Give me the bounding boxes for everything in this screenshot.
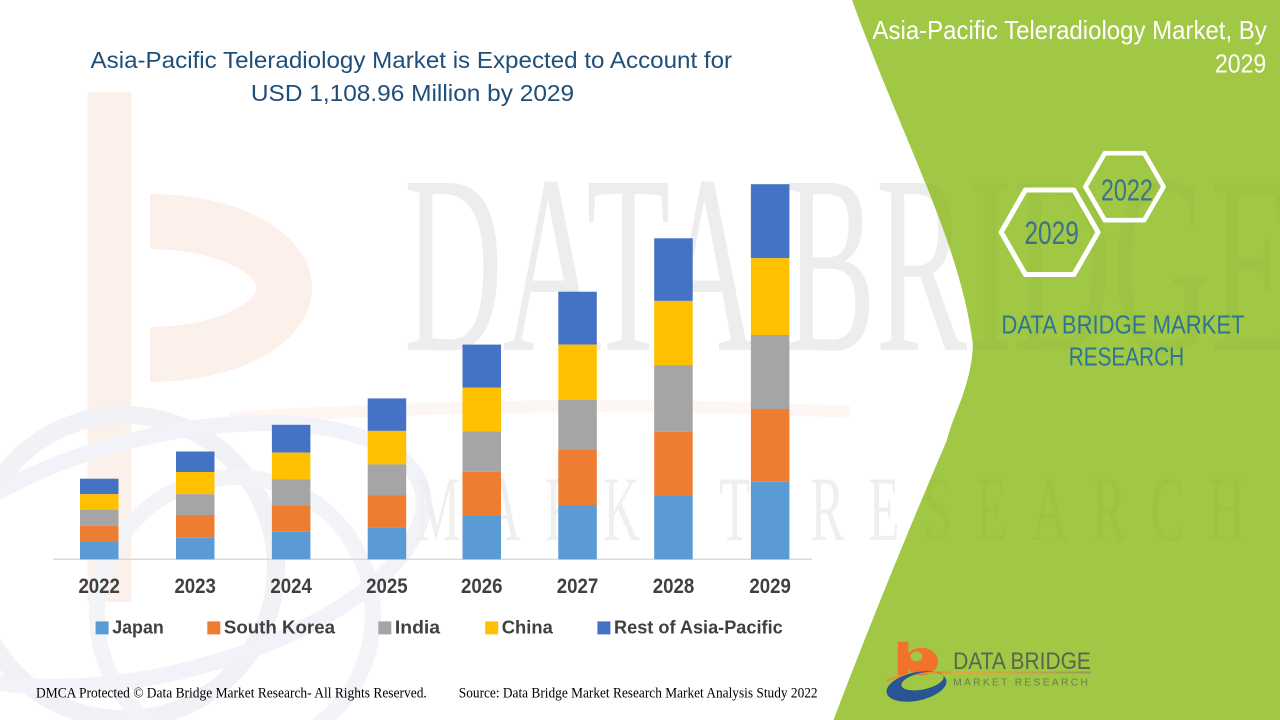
svg-text:Asia-Pacific Teleradiology Mar: Asia-Pacific Teleradiology Market, By bbox=[873, 15, 1267, 45]
svg-text:Japan: Japan bbox=[112, 618, 164, 638]
svg-text:South Korea: South Korea bbox=[224, 618, 336, 638]
svg-text:2029: 2029 bbox=[1024, 215, 1079, 251]
svg-text:RESEARCH: RESEARCH bbox=[1069, 342, 1185, 372]
svg-text:2026: 2026 bbox=[461, 574, 503, 598]
svg-text:DMCA Protected © Data Bridge M: DMCA Protected © Data Bridge Market Rese… bbox=[36, 686, 427, 702]
svg-text:DATA BRIDGE: DATA BRIDGE bbox=[953, 648, 1091, 675]
svg-text:Rest of Asia-Pacific: Rest of Asia-Pacific bbox=[614, 618, 783, 638]
svg-text:MARKET RESEARCH: MARKET RESEARCH bbox=[953, 678, 1091, 689]
svg-text:2027: 2027 bbox=[557, 574, 599, 598]
svg-text:2029: 2029 bbox=[749, 574, 791, 598]
svg-text:India: India bbox=[395, 618, 441, 638]
svg-text:2024: 2024 bbox=[270, 574, 312, 598]
svg-text:2028: 2028 bbox=[653, 574, 695, 598]
svg-text:2029: 2029 bbox=[1215, 48, 1266, 78]
svg-text:MARKET RESEARCH: MARKET RESEARCH bbox=[415, 459, 1245, 561]
svg-text:USD 1,108.96 Million by 2029: USD 1,108.96 Million by 2029 bbox=[251, 80, 574, 106]
svg-text:Asia-Pacific Teleradiology Mar: Asia-Pacific Teleradiology Market is Exp… bbox=[91, 47, 733, 73]
svg-text:DATA BRIDGE MARKET: DATA BRIDGE MARKET bbox=[1001, 309, 1244, 339]
svg-text:China: China bbox=[502, 618, 554, 638]
svg-text:Source: Data Bridge Market Res: Source: Data Bridge Market Research Mark… bbox=[459, 686, 818, 702]
svg-text:2022: 2022 bbox=[78, 574, 120, 598]
svg-text:2023: 2023 bbox=[174, 574, 216, 598]
svg-text:2025: 2025 bbox=[366, 574, 408, 598]
svg-text:2022: 2022 bbox=[1101, 172, 1153, 207]
